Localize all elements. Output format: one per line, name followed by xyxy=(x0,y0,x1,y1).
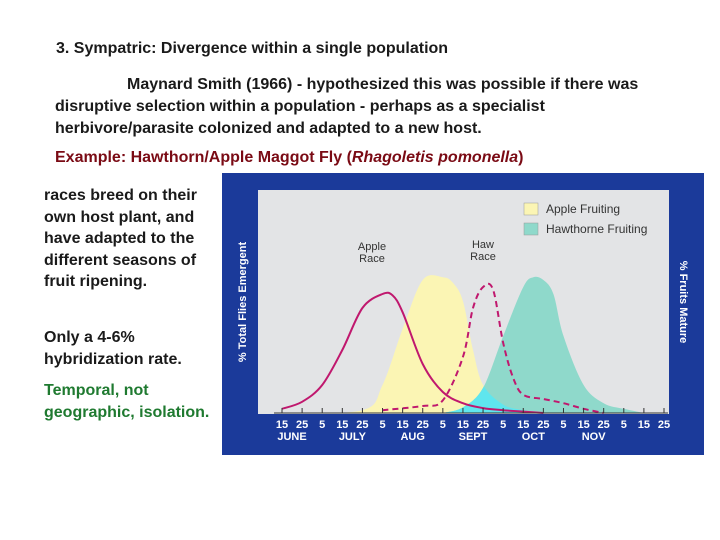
hawthorne-fruiting-area xyxy=(442,276,644,413)
month-label: JUNE xyxy=(277,431,306,443)
x-tick-label: 15 xyxy=(276,419,288,431)
y-axis-label: % Total Flies Emergent xyxy=(237,242,249,363)
x-tick-label: 25 xyxy=(537,419,549,431)
body-paragraph: Maynard Smith (1966) - hypothesized this… xyxy=(55,76,639,137)
x-tick-label: 15 xyxy=(577,419,589,431)
month-label: NOV xyxy=(582,431,607,443)
month-label: OCT xyxy=(522,431,546,443)
haw-race-line xyxy=(382,282,604,414)
legend-swatch xyxy=(523,202,539,216)
races-note: races breed on their own host plant, and… xyxy=(44,187,197,290)
curve-label: Haw xyxy=(472,239,494,251)
legend-swatch xyxy=(523,222,539,236)
example-prefix: Example: Hawthorn/Apple Maggot Fly ( xyxy=(55,149,352,166)
x-tick-label: 25 xyxy=(658,419,670,431)
month-label: JULY xyxy=(339,431,367,443)
x-tick-label: 15 xyxy=(457,419,469,431)
month-label: SEPT xyxy=(459,431,488,443)
x-tick-label: 15 xyxy=(638,419,650,431)
x-tick-label: 5 xyxy=(440,419,446,431)
x-tick-label: 25 xyxy=(477,419,489,431)
x-tick-label: 25 xyxy=(598,419,610,431)
example-line: Example: Hawthorn/Apple Maggot Fly (Rhag… xyxy=(55,149,523,167)
apple-fruiting-area xyxy=(282,275,544,414)
x-tick-label: 5 xyxy=(621,419,627,431)
species-name: Rhagoletis pomonella xyxy=(351,149,519,166)
curve-label: Apple xyxy=(358,241,386,253)
x-tick-label: 5 xyxy=(560,419,566,431)
month-label: AUG xyxy=(400,431,424,443)
x-tick-label: 5 xyxy=(319,419,325,431)
x-tick-label: 15 xyxy=(336,419,348,431)
curve-label: Race xyxy=(359,253,385,265)
slide-heading: 3. Sympatric: Divergence within a single… xyxy=(56,40,449,57)
x-tick-label: 15 xyxy=(397,419,409,431)
example-suffix: ) xyxy=(518,149,524,166)
y-axis-label-right: % Fruits Mature xyxy=(677,261,689,344)
hybridization-note: Only a 4-6% hybridization rate. xyxy=(44,329,182,368)
curve-label: Race xyxy=(470,251,496,263)
x-tick-label: 15 xyxy=(517,419,529,431)
x-tick-label: 25 xyxy=(417,419,429,431)
legend-label: Hawthorne Fruiting xyxy=(546,222,647,236)
temporal-note: Temporal, not geographic, isolation. xyxy=(44,382,210,421)
x-tick-label: 5 xyxy=(500,419,506,431)
x-tick-label: 5 xyxy=(379,419,385,431)
x-tick-label: 25 xyxy=(296,419,308,431)
x-tick-label: 25 xyxy=(356,419,368,431)
apple-race-line xyxy=(281,291,544,414)
legend-label: Apple Fruiting xyxy=(546,202,620,216)
